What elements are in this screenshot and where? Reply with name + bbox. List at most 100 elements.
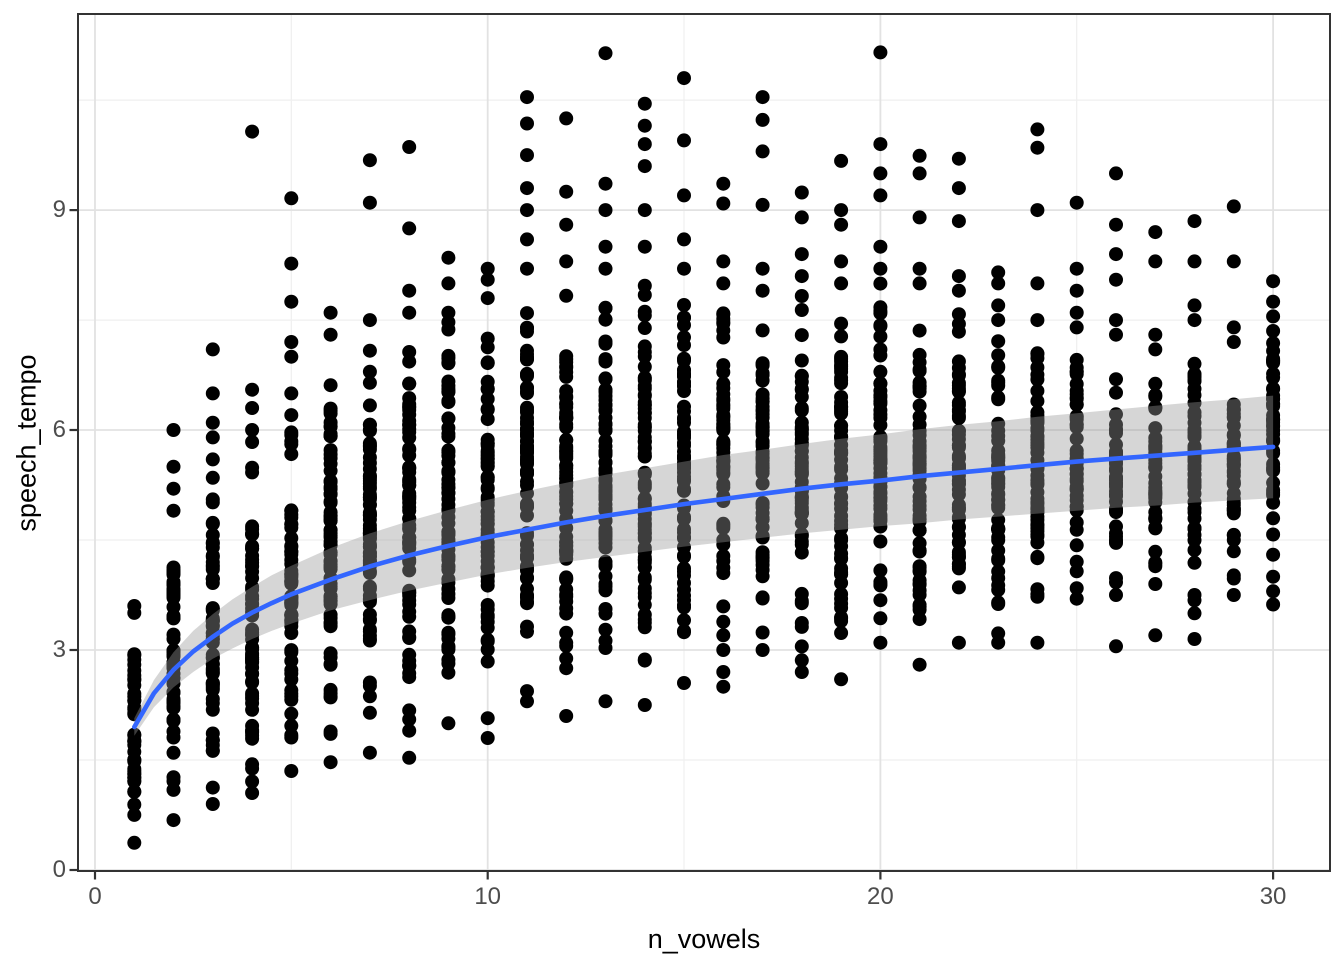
data-point — [323, 593, 338, 608]
data-point — [912, 438, 927, 453]
data-point-outlier — [1148, 628, 1163, 643]
data-point — [402, 413, 417, 428]
data-point — [991, 582, 1006, 597]
data-point-outlier — [912, 210, 927, 225]
data-point — [755, 590, 770, 605]
data-point — [755, 283, 770, 298]
data-point-outlier — [991, 265, 1006, 280]
data-point — [755, 358, 770, 373]
data-point — [402, 345, 417, 359]
data-point — [362, 398, 377, 413]
data-point — [951, 550, 966, 565]
data-point — [402, 537, 417, 552]
data-point-outlier — [951, 269, 966, 284]
data-point — [834, 626, 849, 640]
data-point — [520, 352, 534, 367]
data-point — [716, 480, 731, 495]
data-point — [520, 500, 534, 515]
data-point — [559, 349, 574, 364]
data-point — [1266, 462, 1281, 477]
data-point — [323, 755, 338, 770]
data-point — [991, 359, 1006, 374]
data-point — [677, 353, 691, 368]
data-point — [637, 395, 652, 410]
data-point — [951, 580, 966, 595]
data-point — [716, 323, 731, 338]
data-point — [794, 596, 809, 611]
data-point — [323, 401, 338, 416]
data-point — [912, 494, 927, 509]
data-point — [1030, 495, 1045, 510]
data-point — [677, 424, 691, 439]
data-point — [441, 652, 456, 667]
data-point — [1148, 430, 1163, 445]
data-point — [441, 355, 456, 370]
data-point — [598, 694, 613, 709]
data-point — [362, 581, 377, 596]
data-point — [716, 614, 731, 629]
data-point — [245, 632, 260, 647]
data-point — [912, 362, 927, 377]
data-point-outlier — [402, 140, 417, 154]
data-point — [362, 490, 377, 505]
data-point — [991, 348, 1006, 363]
data-point — [598, 522, 613, 537]
data-point-outlier — [441, 250, 456, 265]
data-point — [637, 597, 652, 612]
data-point — [402, 486, 417, 501]
data-point — [127, 672, 142, 686]
data-point — [991, 334, 1006, 349]
data-point — [362, 313, 377, 328]
data-point — [480, 455, 495, 469]
data-point — [284, 626, 299, 640]
data-point — [912, 559, 927, 574]
data-point — [480, 490, 495, 505]
data-point — [794, 489, 809, 504]
data-point — [637, 378, 652, 393]
data-point — [1069, 554, 1084, 569]
data-point — [520, 427, 534, 442]
data-point-outlier — [1030, 276, 1045, 291]
data-point — [598, 382, 613, 397]
data-point — [441, 562, 456, 577]
data-point — [245, 423, 260, 437]
data-point — [362, 745, 377, 760]
data-point — [1266, 485, 1281, 500]
data-point — [362, 364, 377, 379]
data-point — [677, 676, 691, 690]
data-point — [323, 547, 338, 562]
data-point — [637, 239, 652, 254]
data-point — [912, 323, 927, 338]
data-point — [127, 797, 142, 812]
data-point — [1109, 487, 1123, 502]
data-point — [1030, 313, 1045, 328]
data-point — [951, 384, 966, 399]
data-point-outlier — [166, 423, 181, 437]
data-point — [520, 306, 534, 321]
data-point-outlier — [873, 239, 888, 254]
data-point — [1030, 535, 1045, 550]
data-point — [598, 444, 613, 459]
data-point-outlier — [1109, 639, 1123, 654]
data-point — [1187, 396, 1202, 410]
data-point-outlier — [284, 294, 299, 309]
data-point — [402, 376, 417, 391]
data-point — [1266, 569, 1281, 584]
data-point — [441, 492, 456, 506]
data-point — [1109, 444, 1123, 459]
data-point — [245, 519, 260, 534]
data-point-outlier — [716, 643, 731, 657]
data-point — [559, 601, 574, 616]
data-point — [716, 549, 731, 563]
data-point — [755, 323, 770, 338]
data-point — [1069, 467, 1084, 482]
data-point — [677, 613, 691, 628]
data-point-outlier — [1148, 225, 1163, 240]
data-point — [1187, 543, 1202, 558]
data-point — [1069, 581, 1084, 596]
data-point — [873, 348, 888, 363]
data-point — [951, 367, 966, 382]
data-point-outlier — [677, 71, 691, 86]
data-point-outlier — [520, 148, 534, 163]
data-point-outlier — [1187, 214, 1202, 229]
